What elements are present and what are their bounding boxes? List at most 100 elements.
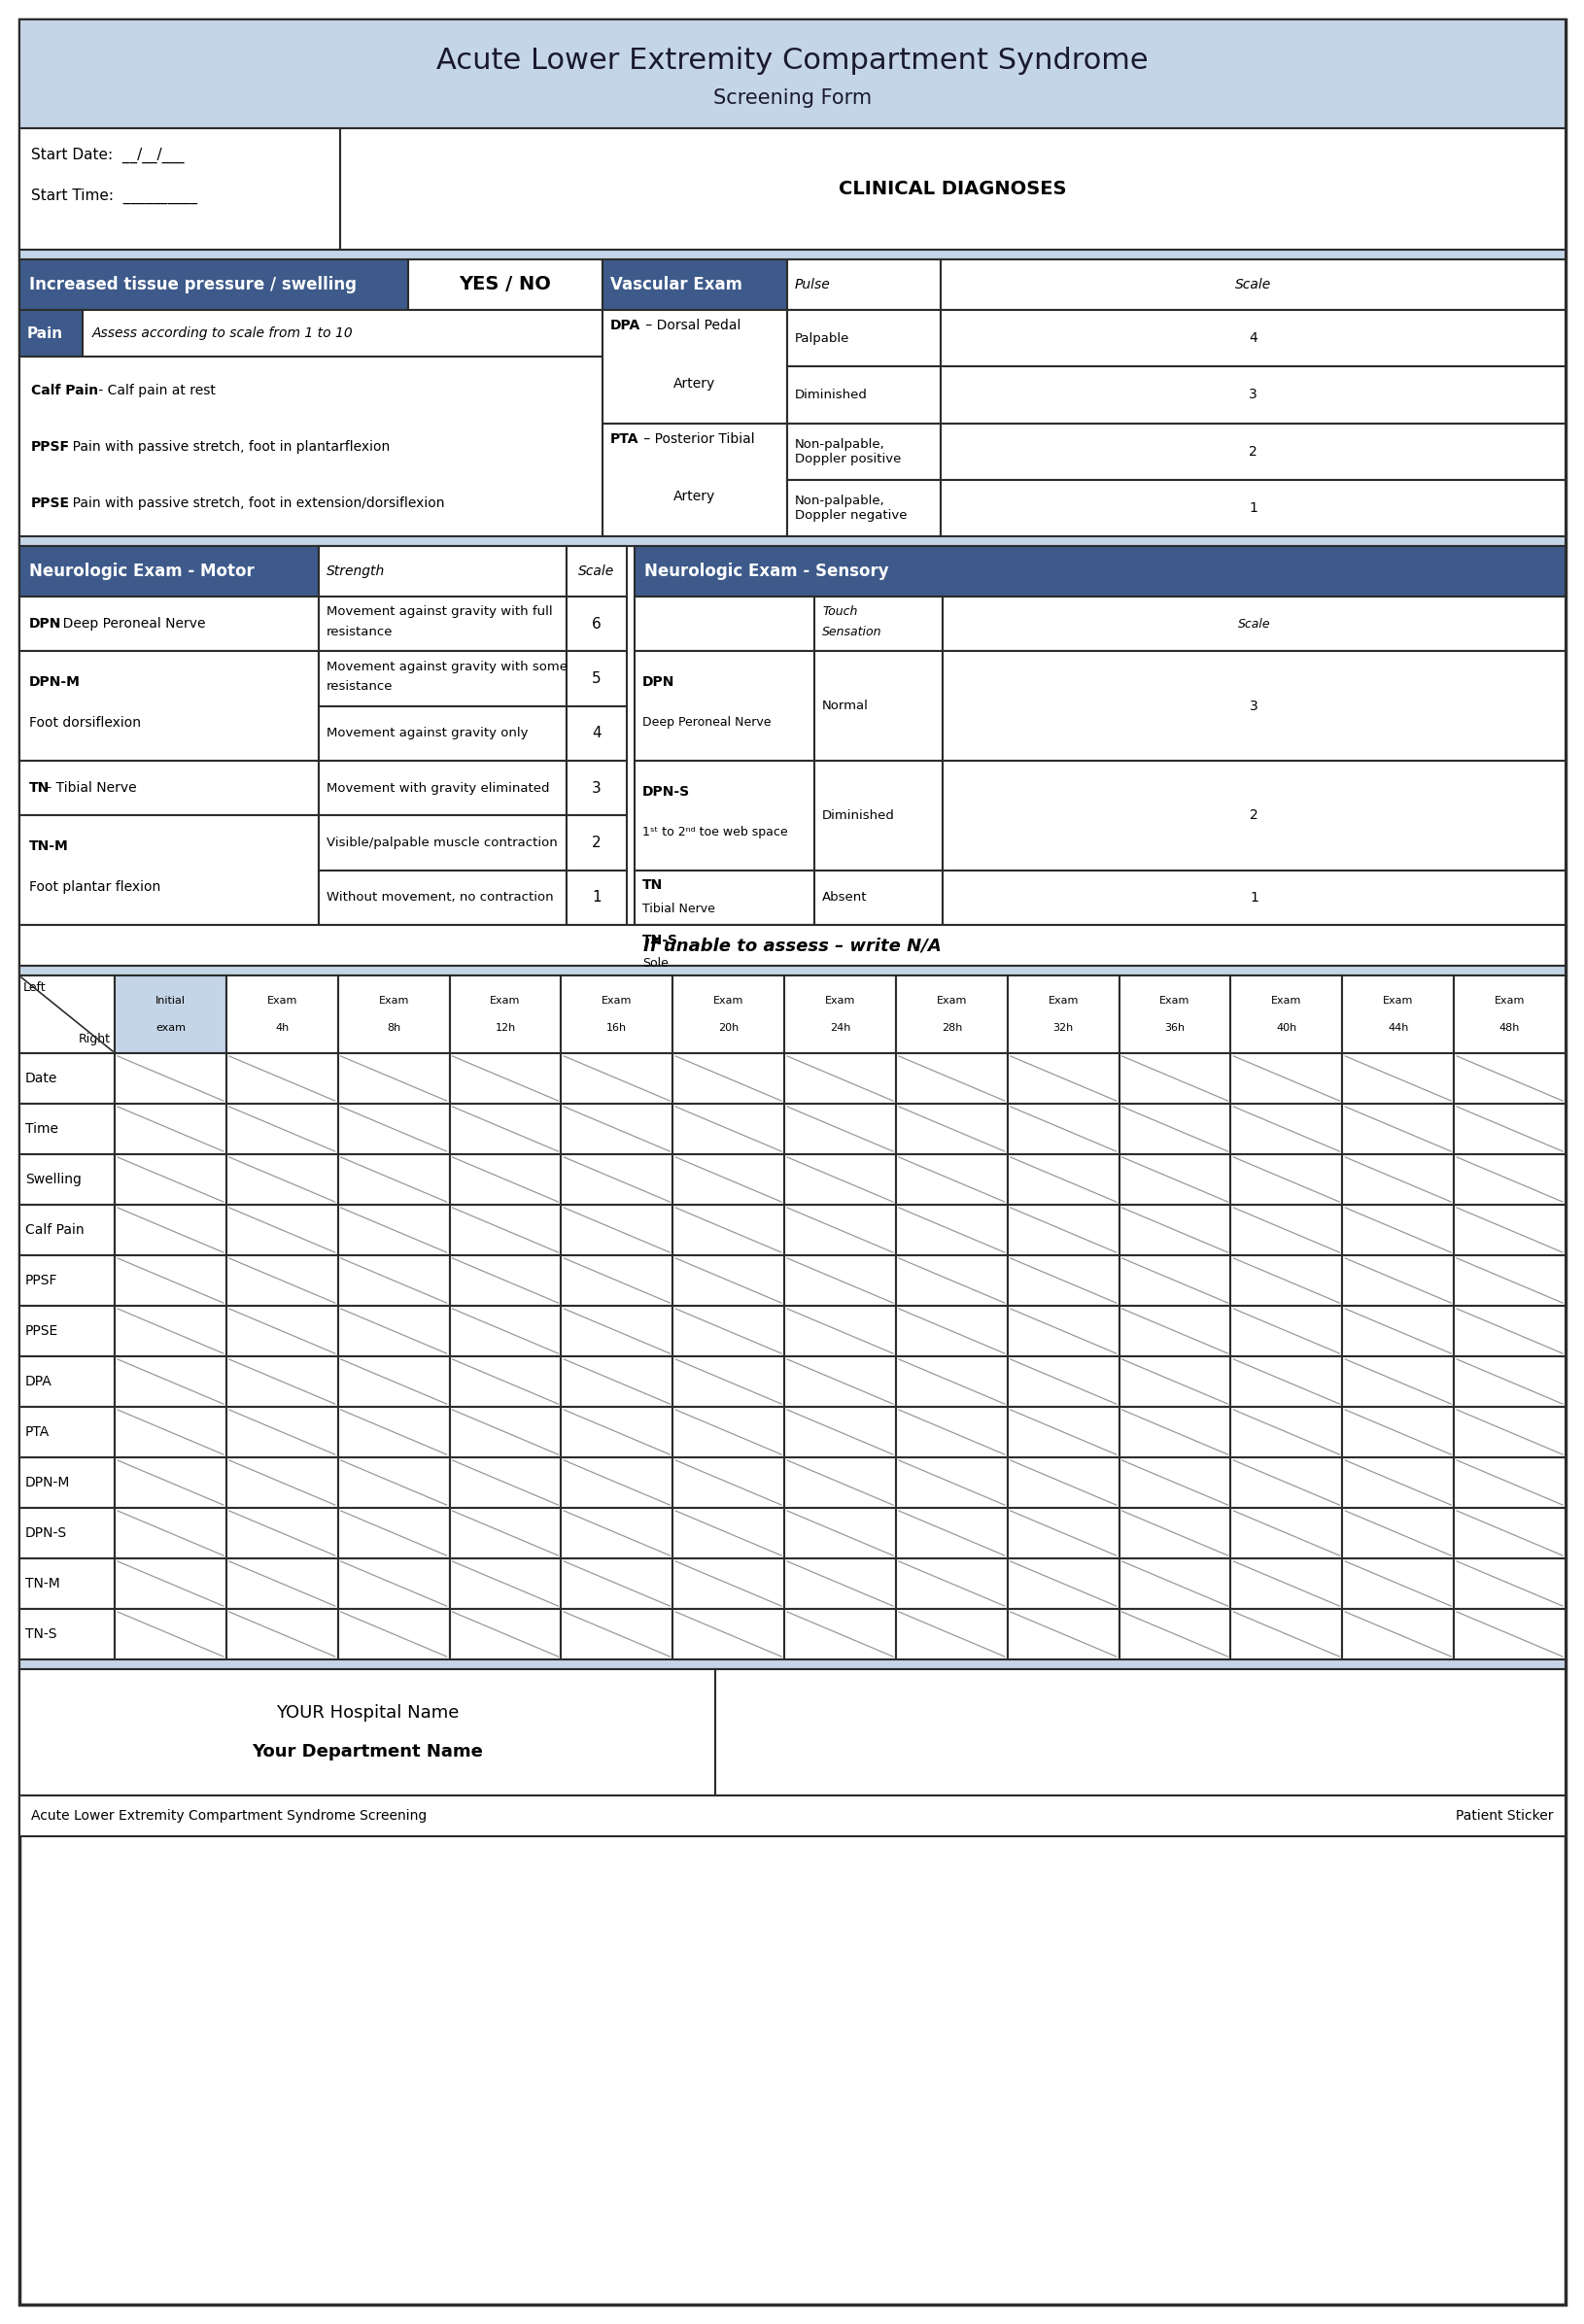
- Bar: [1007, 1104, 1118, 1155]
- Bar: [895, 1508, 1007, 1559]
- Bar: [450, 1155, 561, 1204]
- Bar: [672, 1104, 784, 1155]
- Bar: [634, 651, 814, 760]
- Text: Exam: Exam: [602, 995, 632, 1006]
- Text: DPN: DPN: [642, 676, 675, 688]
- Bar: [19, 1104, 114, 1155]
- Text: Scale: Scale: [578, 565, 615, 579]
- Bar: [941, 367, 1565, 423]
- Text: 3: 3: [591, 781, 600, 795]
- Bar: [337, 1053, 450, 1104]
- Text: Exam: Exam: [1494, 995, 1524, 1006]
- Text: resistance: resistance: [326, 625, 393, 639]
- Bar: [19, 1659, 1565, 1669]
- Text: Exam: Exam: [824, 995, 855, 1006]
- Bar: [19, 1796, 1565, 1836]
- Bar: [19, 260, 409, 309]
- Text: Scale: Scale: [1234, 279, 1270, 290]
- Bar: [450, 1204, 561, 1255]
- Bar: [602, 260, 787, 309]
- Bar: [561, 1204, 672, 1255]
- Bar: [1007, 1508, 1118, 1559]
- Bar: [19, 1053, 114, 1104]
- Text: Initial: Initial: [155, 995, 185, 1006]
- Text: CLINICAL DIAGNOSES: CLINICAL DIAGNOSES: [838, 179, 1066, 198]
- Bar: [337, 1457, 450, 1508]
- Bar: [672, 1155, 784, 1204]
- Bar: [450, 1406, 561, 1457]
- Bar: [1007, 1255, 1118, 1306]
- Text: Without movement, no contraction: Without movement, no contraction: [326, 892, 553, 904]
- Bar: [1229, 1406, 1342, 1457]
- Bar: [227, 1104, 337, 1155]
- Bar: [1453, 1104, 1565, 1155]
- Bar: [1118, 1155, 1229, 1204]
- Text: Screening Form: Screening Form: [713, 88, 871, 107]
- Text: Scale: Scale: [1237, 618, 1270, 630]
- Text: - Pain with passive stretch, foot in plantarflexion: - Pain with passive stretch, foot in pla…: [59, 439, 390, 453]
- Bar: [1342, 976, 1453, 1053]
- Text: 48h: 48h: [1498, 1023, 1519, 1034]
- Text: 1: 1: [1250, 890, 1258, 904]
- Text: Swelling: Swelling: [25, 1174, 81, 1185]
- Bar: [942, 597, 1565, 651]
- Bar: [450, 1306, 561, 1357]
- Bar: [672, 1255, 784, 1306]
- Bar: [450, 1053, 561, 1104]
- Text: DPA: DPA: [610, 318, 640, 332]
- Text: Neurologic Exam - Sensory: Neurologic Exam - Sensory: [643, 562, 889, 581]
- Bar: [19, 19, 1565, 128]
- Bar: [337, 1357, 450, 1406]
- Bar: [227, 1457, 337, 1508]
- Bar: [561, 1508, 672, 1559]
- Bar: [634, 546, 1565, 597]
- Text: 4h: 4h: [276, 1023, 288, 1034]
- Text: Exam: Exam: [936, 995, 966, 1006]
- Bar: [1118, 1306, 1229, 1357]
- Text: 1ˢᵗ to 2ⁿᵈ toe web space: 1ˢᵗ to 2ⁿᵈ toe web space: [642, 825, 787, 839]
- Bar: [634, 869, 814, 925]
- Text: TN: TN: [29, 781, 49, 795]
- Bar: [565, 546, 626, 597]
- Text: Exam: Exam: [713, 995, 743, 1006]
- Bar: [1229, 1608, 1342, 1659]
- Bar: [1007, 1457, 1118, 1508]
- Bar: [19, 651, 318, 760]
- Bar: [787, 479, 941, 537]
- Bar: [784, 1104, 895, 1155]
- Bar: [409, 260, 602, 309]
- Bar: [672, 1053, 784, 1104]
- Text: – Dorsal Pedal: – Dorsal Pedal: [642, 318, 740, 332]
- Bar: [941, 309, 1565, 367]
- Text: Time: Time: [25, 1122, 59, 1136]
- Bar: [227, 1053, 337, 1104]
- Bar: [784, 1457, 895, 1508]
- Text: 1: 1: [1248, 502, 1256, 516]
- Bar: [561, 1406, 672, 1457]
- Bar: [114, 1255, 227, 1306]
- Bar: [1342, 1306, 1453, 1357]
- Text: Right: Right: [79, 1032, 111, 1046]
- Text: PPSE: PPSE: [32, 497, 70, 509]
- Text: TN-M: TN-M: [25, 1578, 60, 1590]
- Bar: [895, 976, 1007, 1053]
- Bar: [82, 309, 602, 356]
- Bar: [450, 1255, 561, 1306]
- Bar: [895, 1559, 1007, 1608]
- Text: DPN-M: DPN-M: [25, 1476, 70, 1490]
- Bar: [1342, 1559, 1453, 1608]
- Bar: [1453, 1457, 1565, 1508]
- Bar: [784, 1306, 895, 1357]
- Bar: [1342, 1357, 1453, 1406]
- Bar: [565, 597, 626, 651]
- Bar: [895, 1357, 1007, 1406]
- Bar: [227, 1608, 337, 1659]
- Bar: [634, 925, 814, 981]
- Bar: [814, 651, 942, 760]
- Bar: [942, 869, 1565, 925]
- Text: 20h: 20h: [718, 1023, 738, 1034]
- Text: Exam: Exam: [379, 995, 409, 1006]
- Bar: [19, 1255, 114, 1306]
- Text: Neurologic Exam - Motor: Neurologic Exam - Motor: [29, 562, 253, 581]
- Bar: [565, 706, 626, 760]
